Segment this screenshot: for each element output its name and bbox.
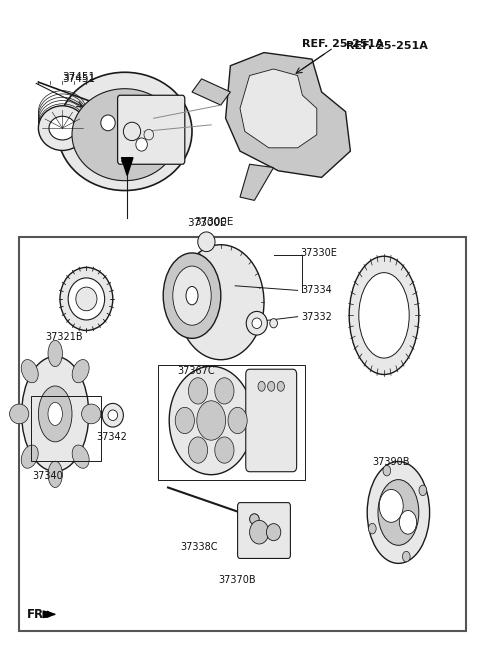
Ellipse shape <box>21 359 38 383</box>
Polygon shape <box>192 79 230 105</box>
Text: 37390B: 37390B <box>372 457 409 467</box>
FancyBboxPatch shape <box>246 369 297 472</box>
Polygon shape <box>43 611 55 618</box>
Ellipse shape <box>369 524 376 534</box>
FancyBboxPatch shape <box>238 503 290 558</box>
Text: 37334: 37334 <box>301 285 332 296</box>
Polygon shape <box>121 158 133 175</box>
Ellipse shape <box>250 520 269 544</box>
Ellipse shape <box>136 138 147 151</box>
Polygon shape <box>240 69 317 148</box>
Text: 37300E: 37300E <box>187 218 226 229</box>
Ellipse shape <box>175 407 194 434</box>
Ellipse shape <box>123 122 141 141</box>
Ellipse shape <box>76 287 97 311</box>
Ellipse shape <box>48 402 62 426</box>
Ellipse shape <box>228 407 247 434</box>
Ellipse shape <box>379 489 403 522</box>
Text: 37330E: 37330E <box>300 248 337 258</box>
Ellipse shape <box>252 318 262 328</box>
Ellipse shape <box>215 437 234 463</box>
Bar <box>19 237 466 631</box>
Ellipse shape <box>399 510 417 534</box>
Ellipse shape <box>58 72 192 191</box>
FancyBboxPatch shape <box>118 95 185 164</box>
Text: 37300E: 37300E <box>194 217 233 227</box>
Ellipse shape <box>349 256 419 374</box>
Polygon shape <box>240 164 274 200</box>
Ellipse shape <box>258 381 265 392</box>
Ellipse shape <box>60 267 113 330</box>
Ellipse shape <box>48 461 62 487</box>
Ellipse shape <box>38 386 72 442</box>
Ellipse shape <box>48 340 62 367</box>
Ellipse shape <box>38 107 86 149</box>
Ellipse shape <box>102 403 123 427</box>
Ellipse shape <box>49 116 76 140</box>
Ellipse shape <box>10 404 29 424</box>
Ellipse shape <box>188 437 208 463</box>
FancyArrowPatch shape <box>46 612 53 617</box>
Ellipse shape <box>72 445 89 468</box>
Polygon shape <box>226 53 350 177</box>
Text: 37451: 37451 <box>62 72 96 82</box>
Ellipse shape <box>402 551 410 562</box>
Ellipse shape <box>378 480 419 545</box>
Ellipse shape <box>197 401 226 440</box>
Ellipse shape <box>22 356 89 472</box>
Ellipse shape <box>169 367 253 474</box>
Ellipse shape <box>277 381 284 392</box>
Ellipse shape <box>250 514 259 524</box>
Ellipse shape <box>267 381 275 392</box>
Ellipse shape <box>189 378 208 404</box>
Ellipse shape <box>266 524 281 541</box>
Text: 37370B: 37370B <box>218 575 256 585</box>
Ellipse shape <box>270 319 277 328</box>
Ellipse shape <box>173 266 211 325</box>
Ellipse shape <box>21 445 38 468</box>
Ellipse shape <box>163 253 221 338</box>
Ellipse shape <box>359 273 409 358</box>
Ellipse shape <box>178 244 264 360</box>
Text: REF. 25-251A: REF. 25-251A <box>302 39 384 49</box>
Text: FR.: FR. <box>26 608 48 621</box>
Text: 37367C: 37367C <box>178 365 215 376</box>
Ellipse shape <box>108 410 118 420</box>
Ellipse shape <box>72 89 178 181</box>
Ellipse shape <box>367 462 430 564</box>
Ellipse shape <box>144 129 154 140</box>
Text: 37342: 37342 <box>96 432 127 442</box>
Ellipse shape <box>383 465 391 476</box>
Ellipse shape <box>246 311 267 335</box>
Text: 37340: 37340 <box>33 471 63 482</box>
Ellipse shape <box>215 378 234 404</box>
Ellipse shape <box>38 106 86 150</box>
Ellipse shape <box>82 404 101 424</box>
Ellipse shape <box>68 278 105 320</box>
Text: 37332: 37332 <box>301 311 332 322</box>
Ellipse shape <box>198 232 215 252</box>
Ellipse shape <box>419 485 427 495</box>
Text: 37321B: 37321B <box>46 332 83 342</box>
Ellipse shape <box>72 359 89 383</box>
Text: 37338C: 37338C <box>180 542 217 553</box>
Text: 37451: 37451 <box>62 74 96 84</box>
Text: REF. 25-251A: REF. 25-251A <box>346 41 428 51</box>
Ellipse shape <box>101 115 115 131</box>
Ellipse shape <box>186 286 198 305</box>
